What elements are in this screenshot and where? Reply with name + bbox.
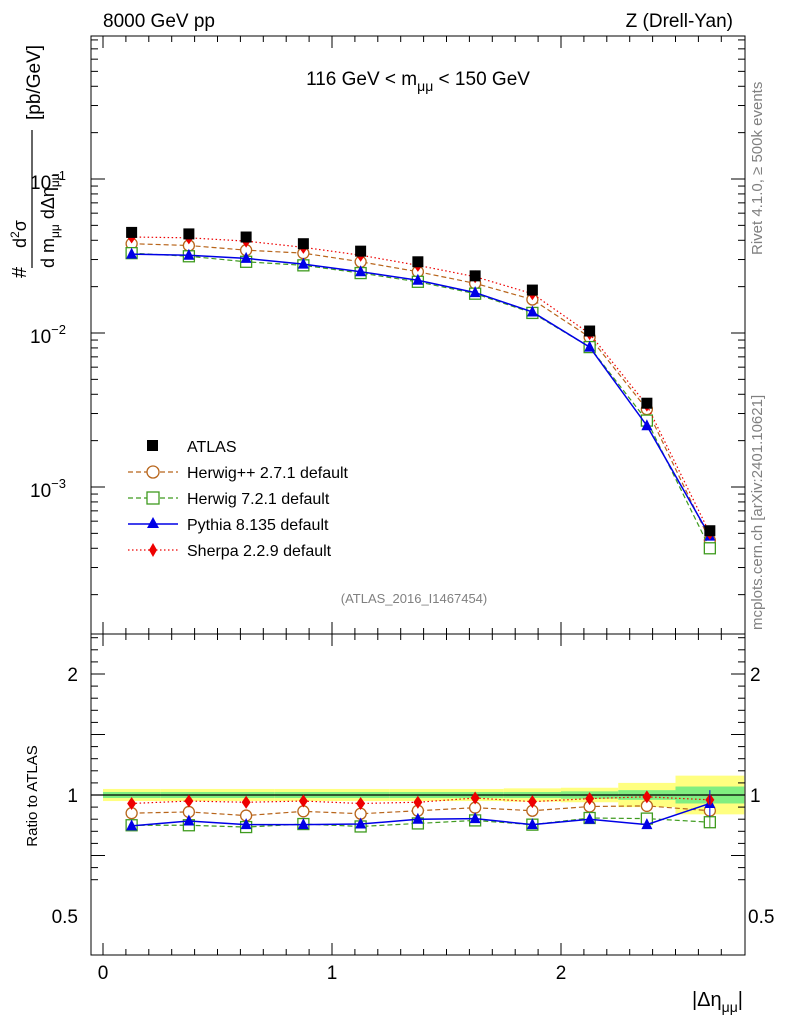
header-left: 8000 GeV pp <box>103 11 215 32</box>
data-point-atlas <box>355 245 367 257</box>
data-point-atlas <box>469 270 481 282</box>
legend-label-atlas: ATLAS <box>187 439 237 456</box>
legend-label-sherpa: Sherpa 2.2.9 default <box>187 543 332 560</box>
data-point-pythia-8-135-default <box>183 814 195 826</box>
data-point-sherpa-2-2-9-default <box>527 795 537 809</box>
data-point-pythia-8-135-default <box>584 340 596 352</box>
data-point-atlas <box>584 325 596 337</box>
data-point-atlas <box>641 397 653 409</box>
data-point-pythia-8-135-default <box>412 812 424 824</box>
legend-marker-sherpa <box>149 543 157 557</box>
data-point-sherpa-2-2-9-default <box>356 796 366 810</box>
data-point-atlas <box>704 525 716 537</box>
data-point-atlas <box>412 256 424 268</box>
ytick-ratio-2-right: 2 <box>750 665 761 686</box>
xtick-0: 0 <box>98 963 109 984</box>
xtick-2: 2 <box>556 963 567 984</box>
data-point-sherpa-2-2-9-default <box>470 791 480 805</box>
ytick-ratio-05-left: 0.5 <box>52 907 78 928</box>
legend-marker-pythia <box>147 517 159 528</box>
data-point-pythia-8-135-default <box>641 419 653 431</box>
ytick-ratio-2-left: 2 <box>67 665 78 686</box>
ytick-top-1e-2: 10−2 <box>30 322 66 348</box>
data-point-atlas <box>183 228 195 240</box>
data-point-pythia-8-135-default <box>297 257 309 269</box>
data-point-sherpa-2-2-9-default <box>585 792 595 806</box>
range-label: 116 GeV < mμμ < 150 GeV <box>306 69 530 94</box>
xtick-1: 1 <box>327 963 338 984</box>
data-point-atlas <box>126 226 138 238</box>
legend-marker-herwigpp <box>146 465 160 479</box>
ylabel-unit: [pb/GeV] <box>24 45 45 120</box>
legend-marker-herwig7 <box>146 491 160 505</box>
ylabel-numerator: d2σ <box>8 220 30 248</box>
top-data-layer <box>125 226 716 555</box>
data-point-pythia-8-135-default <box>297 818 309 830</box>
side-text-mcplots: mcplots.cern.ch [arXiv:2401.10621] <box>749 395 766 630</box>
xlabel: |Δημμ| <box>692 989 743 1015</box>
range-label-tail: < 150 GeV <box>433 69 530 90</box>
analysis-id: (ATLAS_2016_I1467454) <box>341 591 487 606</box>
ratio-axis-ticks <box>91 634 745 955</box>
data-point-sherpa-2-2-9-default <box>241 795 251 809</box>
data-point-pythia-8-135-default <box>526 818 538 830</box>
data-point-pythia-8-135-default <box>526 305 538 317</box>
header-right: Z (Drell-Yan) <box>626 11 733 32</box>
data-point-atlas <box>526 284 538 296</box>
data-point-pythia-8-135-default <box>126 247 138 259</box>
data-point-pythia-8-135-default <box>469 286 481 298</box>
data-point-pythia-8-135-default <box>355 817 367 829</box>
ytick-top-1e-1: 10−1 <box>30 168 66 194</box>
side-text-rivet: Rivet 4.1.0, ≥ 500k events <box>749 82 766 255</box>
ylabel-denominator: d mμμ dΔημμ <box>38 173 62 268</box>
ylabel-top: # d2σ d mμμ dΔημμ [pb/GeV] <box>8 45 62 278</box>
ytick-ratio-1-left: 1 <box>67 786 78 807</box>
legend-label-herwigpp: Herwig++ 2.7.1 default <box>187 465 349 482</box>
data-point-sherpa-2-2-9-default <box>127 796 137 810</box>
data-point-atlas <box>240 231 252 243</box>
data-point-pythia-8-135-default <box>240 818 252 830</box>
data-point-sherpa-2-2-9-default <box>642 790 652 804</box>
ytick-top-1e-3: 10−3 <box>30 476 66 502</box>
data-point-pythia-8-135-default <box>584 812 596 824</box>
legend-marker-atlas <box>147 440 158 451</box>
data-point-pythia-8-135-default <box>240 251 252 263</box>
data-point-herwig-7-2-1-default <box>703 542 716 555</box>
ytick-ratio-1-right: 1 <box>750 786 761 807</box>
range-label-main: 116 GeV < m <box>306 69 417 90</box>
data-point-sherpa-2-2-9-default <box>413 795 423 809</box>
top-axis-ticks <box>91 36 745 634</box>
data-point-pythia-8-135-default <box>469 812 481 824</box>
legend-label-herwig7: Herwig 7.2.1 default <box>187 491 330 508</box>
ylabel-hash: # <box>9 266 31 278</box>
data-point-sherpa-2-2-9-default <box>298 794 308 808</box>
data-point-pythia-8-135-default <box>355 265 367 277</box>
data-point-pythia-8-135-default <box>183 248 195 260</box>
legend: ATLAS Herwig++ 2.7.1 default Herwig 7.2.… <box>128 439 349 560</box>
data-point-atlas <box>297 238 309 250</box>
data-point-pythia-8-135-default <box>412 273 424 285</box>
ytick-ratio-05-right: 0.5 <box>748 907 774 928</box>
range-label-sub: μμ <box>417 78 433 94</box>
data-point-sherpa-2-2-9-default <box>184 794 194 808</box>
series-line-herwig-7-2-1-default <box>131 252 711 549</box>
legend-label-pythia: Pythia 8.135 default <box>187 517 329 534</box>
ratio-data-layer <box>125 790 716 834</box>
data-point-pythia-8-135-default <box>126 819 138 831</box>
ylabel-ratio: Ratio to ATLAS <box>24 745 41 846</box>
